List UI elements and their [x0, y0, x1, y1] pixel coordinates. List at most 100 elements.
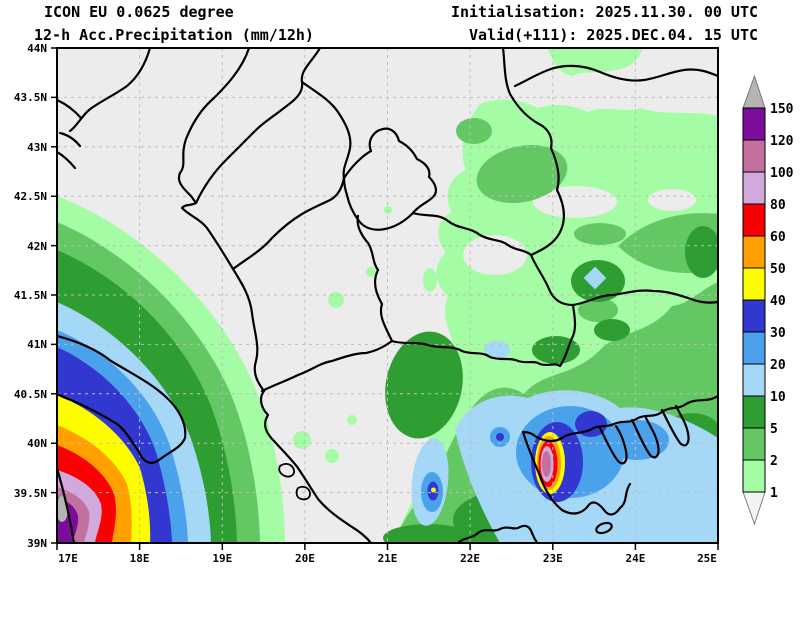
peninsula-athos: [660, 404, 690, 447]
lon-label: 24E: [625, 552, 645, 565]
coastline-south: [456, 524, 539, 543]
precip-patch-green-mid: [476, 144, 568, 204]
precip-patch-green-mid: [456, 118, 492, 144]
precip-patch-north-green-light: [548, 48, 642, 76]
lat-label: 44N: [27, 42, 47, 55]
colorbar: 150 120 100 80 60 50 40 30 20 10 5 2 1: [742, 74, 794, 526]
coastline-adriatic: [177, 48, 373, 543]
precip-patch-green-dark: [383, 524, 473, 543]
lat-label: 39.5N: [14, 487, 47, 500]
lat-label: 42N: [27, 240, 47, 253]
colorbar-segment: [742, 363, 766, 397]
lat-label: 43.5N: [14, 91, 47, 104]
border-bosnia-montenegro: [194, 48, 322, 205]
precip-spot-green: [423, 268, 437, 292]
lat-label: 41.5N: [14, 289, 47, 302]
precip-spot-green: [325, 449, 339, 463]
dry-pocket: [533, 186, 617, 218]
lat-axis-labels: 44N 43.5N 43N 42.5N 42N 41.5N 41N 40.5N …: [14, 42, 47, 550]
peninsula-kassandra: [598, 424, 628, 465]
country-borders: [57, 48, 718, 543]
border-serbia-macedonia: [411, 211, 533, 257]
colorbar-segment: [742, 299, 766, 333]
lon-label: 23E: [543, 552, 563, 565]
lon-label: 25E: [697, 552, 717, 565]
colorbar-label: 20: [770, 358, 786, 373]
colorbar-segment: [742, 267, 766, 301]
coastline-gulf-head: [521, 428, 592, 443]
precip-spot-green: [366, 267, 376, 277]
lat-label: 40N: [27, 437, 47, 450]
colorbar-label: 150: [770, 102, 794, 117]
precip-spot-green: [328, 292, 344, 308]
border-albania-macedonia: [356, 214, 394, 343]
border-montenegro-albania: [231, 176, 346, 271]
islands-ionian: [278, 463, 311, 501]
islands-croatia: [57, 98, 83, 170]
precip-patch-green-mid: [578, 298, 618, 322]
product-title: 12-h Acc.Precipitation (mm/12h): [34, 26, 314, 44]
coastline-taranto: [57, 466, 76, 543]
precip-spot-blue-light: [484, 341, 510, 359]
lon-label: 18E: [130, 552, 150, 565]
colorbar-segment: [742, 427, 766, 461]
colorbar-segment: [742, 203, 766, 237]
peninsula-sithonia: [630, 416, 660, 459]
precip-spot-green: [347, 415, 357, 425]
lon-ticks: [56, 543, 719, 550]
border-danube: [513, 64, 718, 88]
precip-spot-blue-dark: [496, 433, 504, 441]
colorbar-segment: [742, 331, 766, 365]
header: ICON EU 0.0625 degree 12-h Acc.Precipita…: [34, 3, 758, 44]
colorbar-label: 30: [770, 326, 786, 341]
dry-pocket: [648, 189, 696, 211]
island-outline: [595, 521, 613, 535]
colorbar-label: 10: [770, 390, 786, 405]
valid-time-label: Valid(+111): 2025.DEC.04. 15 UTC: [469, 26, 758, 44]
lon-axis-labels: 17E 18E 19E 20E 21E 22E 23E 24E 25E: [58, 552, 717, 565]
lat-label: 40.5N: [14, 388, 47, 401]
precip-lobe-blue-dark: [575, 411, 607, 437]
colorbar-label: 40: [770, 294, 786, 309]
border-bulgaria-greece: [529, 253, 718, 307]
lat-label: 42.5N: [14, 190, 47, 203]
lon-label: 22E: [460, 552, 480, 565]
model-title: ICON EU 0.0625 degree: [44, 3, 234, 21]
colorbar-segment: [742, 395, 766, 429]
colorbar-under-arrow: [742, 491, 766, 526]
colorbar-segment: [742, 139, 766, 173]
border-macedonia-greece: [390, 303, 577, 368]
colorbar-label: 80: [770, 198, 786, 213]
lon-label: 19E: [212, 552, 232, 565]
precip-patch-green-dark: [594, 319, 630, 341]
colorbar-segment: [742, 235, 766, 269]
precip-patch-green-dark: [385, 331, 463, 439]
colorbar-label: 1: [770, 486, 778, 501]
lon-label: 20E: [295, 552, 315, 565]
precip-patch-green-dark: [685, 226, 718, 278]
colorbar-over-arrow: [742, 74, 766, 109]
colorbar-label: 120: [770, 134, 794, 149]
border-albania-greece: [260, 339, 394, 393]
colorbar-label: 100: [770, 166, 794, 181]
colorbar-labels: 150 120 100 80 60 50 40 30 20 10 5 2 1: [770, 102, 794, 501]
lat-label: 41N: [27, 338, 47, 351]
precip-patch-green-mid: [574, 223, 626, 245]
border-serbia-bulgaria: [501, 48, 566, 257]
precip-patch-green-dark: [532, 336, 580, 364]
lon-label: 17E: [58, 552, 78, 565]
coastline-salento: [57, 334, 187, 464]
colorbar-segment: [742, 171, 766, 205]
colorbar-label: 5: [770, 422, 778, 437]
coastline-thermaic-gulf: [521, 430, 632, 516]
map-axes: 44N 43.5N 43N 42.5N 42N 41.5N 41N 40.5N …: [14, 42, 719, 565]
lon-label: 21E: [378, 552, 398, 565]
precip-cell-mauve: [542, 451, 551, 477]
colorbar-label: 50: [770, 262, 786, 277]
dry-pocket: [463, 235, 527, 275]
precip-speck-yellow: [431, 487, 436, 493]
coastline-chalkidiki-base: [588, 394, 718, 432]
colorbar-label: 2: [770, 454, 778, 469]
